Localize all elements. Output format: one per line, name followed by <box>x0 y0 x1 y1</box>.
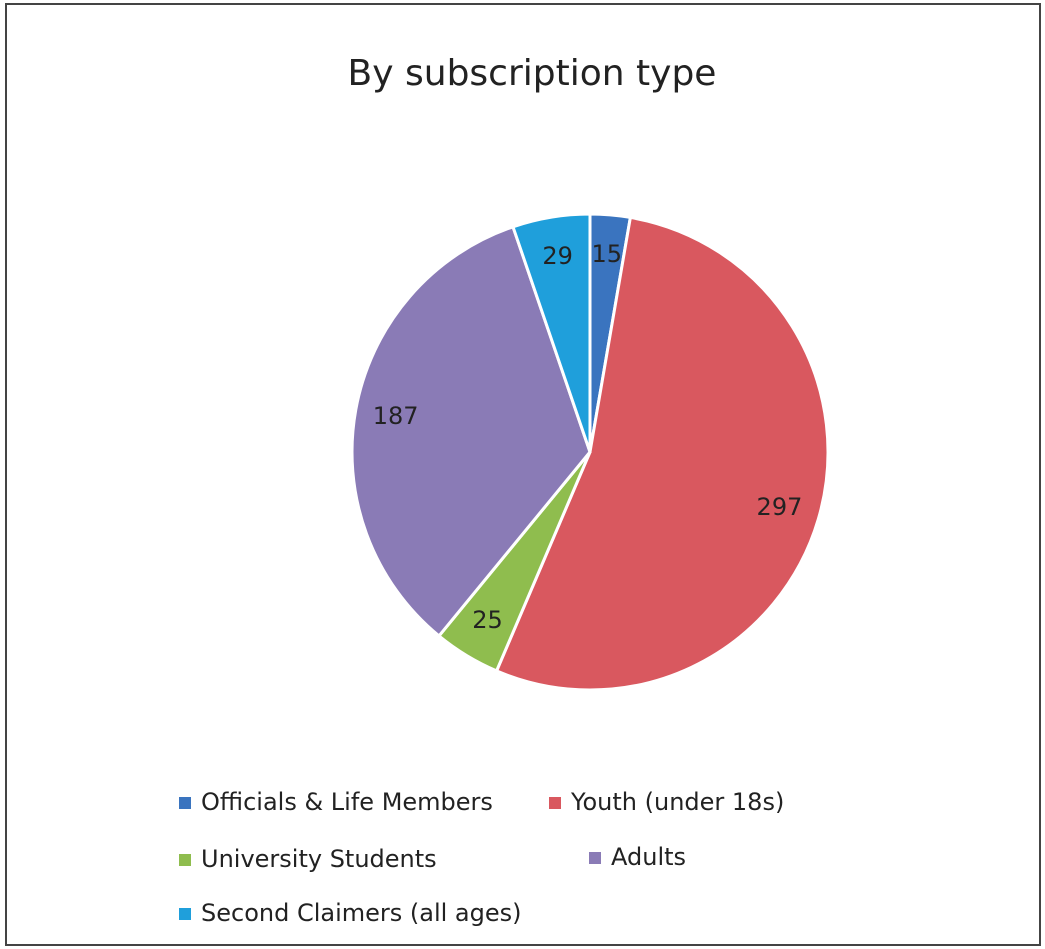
data-label: 187 <box>373 402 419 430</box>
legend-swatch <box>179 854 191 866</box>
data-label: 29 <box>542 242 573 270</box>
data-label: 25 <box>472 606 503 634</box>
legend-label: Second Claimers (all ages) <box>201 899 522 927</box>
pie-slice <box>350 224 592 639</box>
legend-swatch <box>179 797 191 809</box>
legend-label: Adults <box>611 843 686 871</box>
legend-label: University Students <box>201 845 437 873</box>
legend-swatch <box>549 797 561 809</box>
legend-swatch <box>589 852 601 864</box>
chart-title: By subscription type <box>348 53 717 94</box>
data-label: 297 <box>757 493 803 521</box>
legend-label: Officials & Life Members <box>201 788 493 816</box>
legend-label: Youth (under 18s) <box>570 788 784 816</box>
data-label: 15 <box>592 240 623 268</box>
legend-swatch <box>179 908 191 920</box>
pie-slice <box>494 215 830 692</box>
pie-slice <box>511 212 592 453</box>
